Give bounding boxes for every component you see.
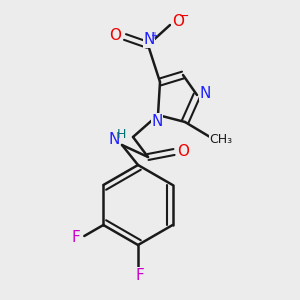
Text: H: H	[116, 128, 126, 142]
Text: F: F	[136, 268, 144, 283]
Text: N: N	[151, 113, 163, 128]
Text: N: N	[143, 32, 155, 47]
Text: +: +	[150, 31, 158, 41]
Text: N: N	[108, 133, 120, 148]
Text: N: N	[199, 85, 211, 100]
Text: −: −	[179, 10, 189, 22]
Text: CH₃: CH₃	[209, 133, 232, 146]
Text: O: O	[109, 28, 121, 44]
Text: O: O	[177, 143, 189, 158]
Text: F: F	[72, 230, 81, 245]
Text: O: O	[172, 14, 184, 28]
